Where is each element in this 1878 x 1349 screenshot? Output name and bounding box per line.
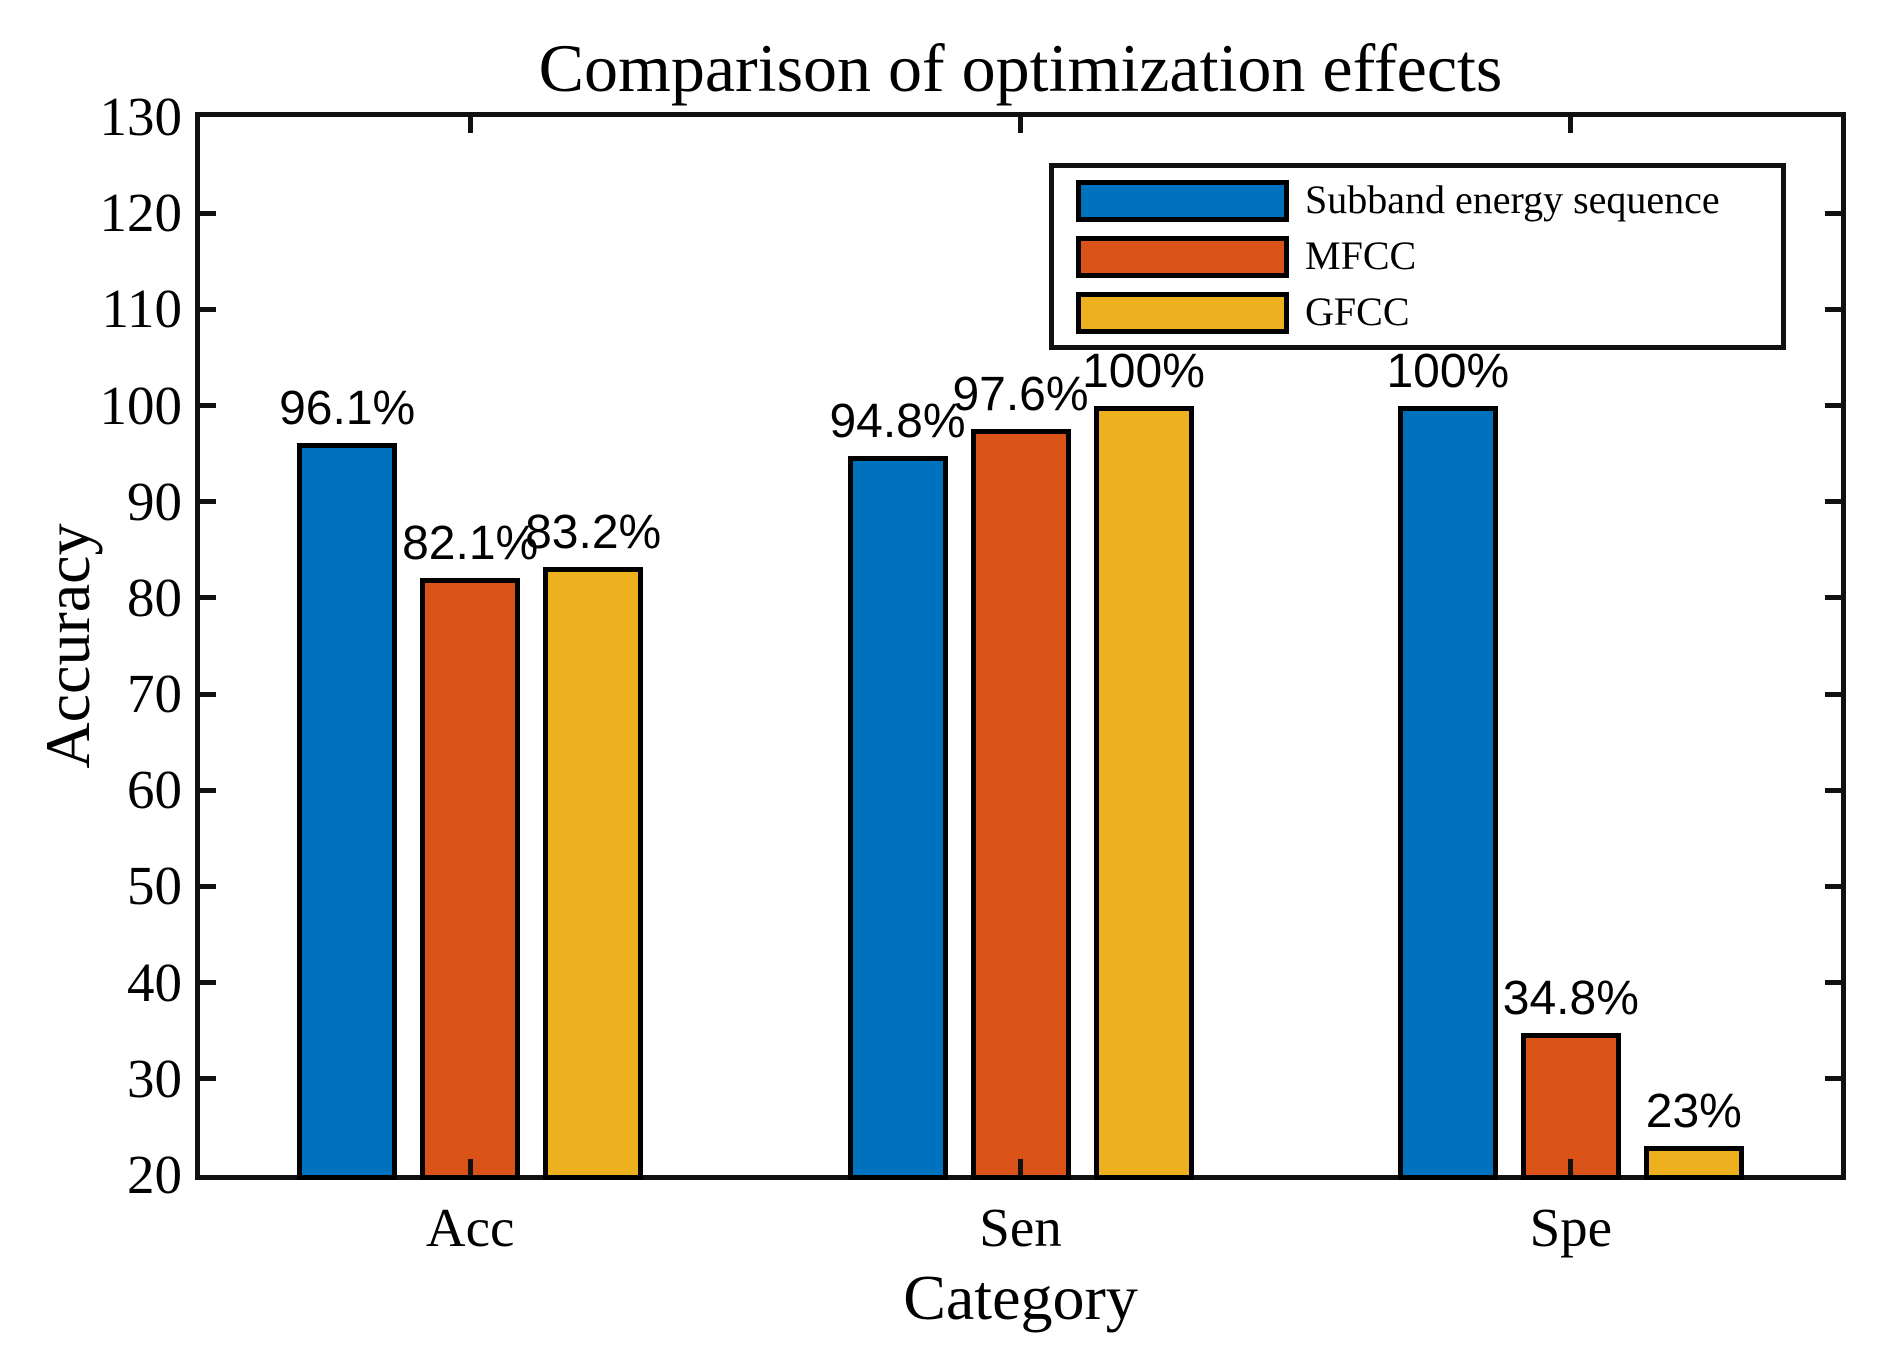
y-tick-mark	[200, 691, 216, 697]
bar	[847, 455, 948, 1180]
legend-item: GFCC	[1054, 292, 1781, 334]
y-tick-mark	[200, 595, 216, 601]
bar-value-label: 23%	[1645, 1085, 1742, 1139]
y-tick-label: 40	[127, 951, 182, 1013]
y-tick-mark	[200, 403, 216, 409]
bar-value-label: 83.2%	[525, 506, 662, 560]
legend-swatch-subband	[1076, 180, 1289, 222]
bar-value-label: 82.1%	[402, 516, 539, 570]
bar	[420, 577, 521, 1180]
y-tick-mark	[1825, 210, 1841, 216]
y-tick-mark	[200, 499, 216, 505]
bar-value-label: 100%	[1082, 344, 1205, 398]
legend-label: GFCC	[1305, 289, 1410, 335]
x-tick-mark	[467, 1159, 473, 1175]
bar-value-label: 94.8%	[829, 394, 966, 448]
bar	[1643, 1146, 1744, 1180]
legend: Subband energy sequence MFCC GFCC	[1049, 163, 1786, 350]
y-tick-mark	[1825, 1076, 1841, 1082]
bar	[970, 428, 1071, 1180]
y-tick-mark	[200, 1076, 216, 1082]
y-tick-label: 120	[99, 182, 183, 244]
y-tick-label: 30	[127, 1047, 182, 1109]
bar-value-label: 100%	[1386, 344, 1510, 398]
bar	[543, 567, 644, 1180]
bar-value-label: 96.1%	[279, 382, 416, 436]
x-tick-label: Sen	[979, 1197, 1062, 1258]
y-tick-label: 60	[127, 759, 182, 821]
y-tick-mark	[1825, 787, 1841, 793]
bar	[1397, 405, 1498, 1180]
bar	[1093, 405, 1194, 1180]
bar-value-label: 34.8%	[1502, 971, 1639, 1025]
y-tick-mark	[200, 306, 216, 312]
y-tick-label: 20	[127, 1144, 182, 1205]
legend-swatch-gfcc	[1076, 292, 1289, 334]
legend-item: MFCC	[1054, 236, 1781, 278]
y-tick-label: 70	[127, 663, 182, 725]
y-tick-mark	[1825, 595, 1841, 601]
y-tick-mark	[200, 787, 216, 793]
y-tick-label: 90	[127, 470, 182, 532]
y-tick-mark	[1825, 883, 1841, 889]
y-tick-mark	[1825, 499, 1841, 505]
chart-title: Comparison of optimization effects	[538, 30, 1503, 106]
x-tick-mark	[1018, 117, 1023, 133]
y-tick-mark	[1825, 980, 1841, 986]
bar	[297, 443, 398, 1180]
legend-label: MFCC	[1305, 233, 1417, 279]
x-tick-label: Spe	[1529, 1197, 1613, 1258]
bar-value-label: 97.6%	[952, 367, 1089, 421]
bar	[1520, 1032, 1621, 1180]
y-tick-mark	[1825, 306, 1841, 312]
y-tick-mark	[1825, 403, 1841, 409]
y-tick-label: 80	[127, 566, 182, 628]
x-tick-mark	[1568, 1159, 1574, 1175]
legend-swatch-mfcc	[1076, 236, 1289, 278]
y-tick-mark	[200, 980, 216, 986]
x-tick-mark	[1018, 1159, 1023, 1175]
x-tick-mark	[467, 117, 473, 133]
y-tick-label: 130	[99, 86, 183, 147]
y-tick-label: 100	[99, 374, 183, 436]
x-axis-label: Category	[903, 1262, 1138, 1333]
x-tick-label: Acc	[425, 1197, 515, 1258]
legend-item: Subband energy sequence	[1054, 180, 1781, 222]
legend-label: Subband energy sequence	[1305, 177, 1720, 223]
y-tick-mark	[200, 883, 216, 889]
x-tick-mark	[1568, 117, 1574, 133]
y-tick-mark	[1825, 691, 1841, 697]
y-tick-label: 110	[101, 278, 182, 340]
y-tick-label: 50	[127, 855, 182, 917]
y-tick-mark	[200, 210, 216, 216]
